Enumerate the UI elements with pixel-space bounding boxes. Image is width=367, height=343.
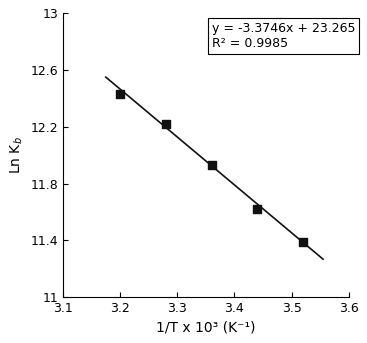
Point	[163, 121, 169, 127]
Point	[254, 206, 260, 212]
Y-axis label: Ln K$_b$: Ln K$_b$	[8, 137, 25, 174]
Text: y = -3.3746x + 23.265
R² = 0.9985: y = -3.3746x + 23.265 R² = 0.9985	[211, 22, 355, 50]
X-axis label: 1/T x 10³ (K⁻¹): 1/T x 10³ (K⁻¹)	[156, 321, 255, 335]
Point	[300, 239, 306, 245]
Point	[208, 163, 214, 168]
Point	[117, 92, 123, 97]
